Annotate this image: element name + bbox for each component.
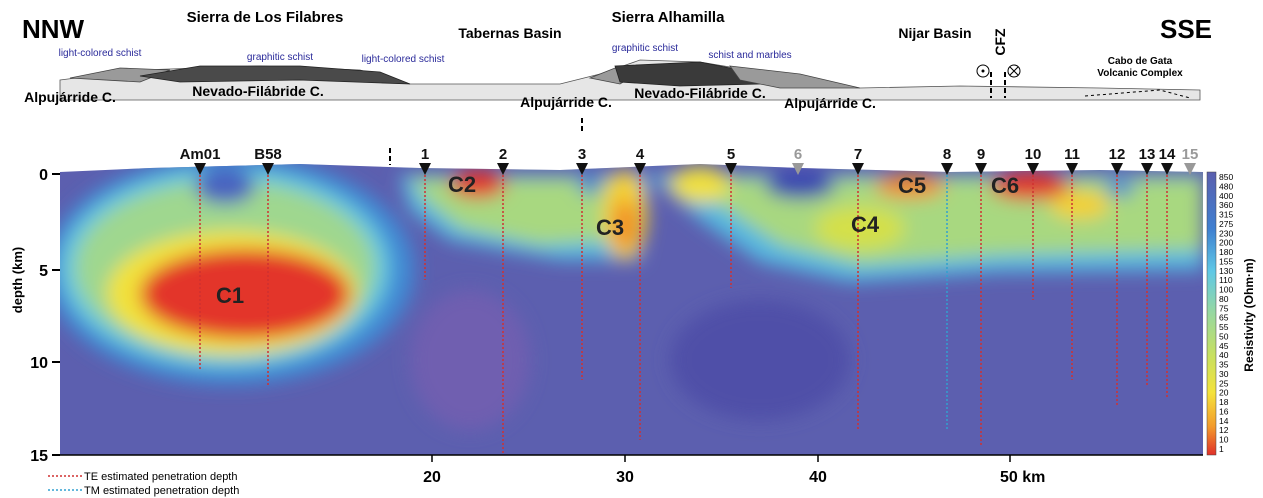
station-label: 11 [1064, 146, 1080, 163]
conductor-label: C1 [216, 283, 244, 308]
region: CFZ [992, 28, 1008, 56]
station-label: 12 [1109, 146, 1126, 163]
station-label: 2 [499, 146, 507, 163]
lithology: light-colored schist [59, 48, 142, 59]
x-tick-label: 50 km [1000, 469, 1045, 486]
region: Sierra Alhamilla [612, 9, 725, 26]
colorbar-label: 1 [1219, 444, 1224, 454]
station-label: 9 [977, 146, 985, 163]
lithology: light-colored schist [362, 54, 445, 65]
unit: Alpujárride C. [784, 95, 876, 111]
x-tick-label: 20 [423, 469, 441, 486]
conductor-label: C3 [596, 215, 624, 240]
conductor-label: C6 [991, 173, 1019, 198]
y-tick-label: 15 [30, 448, 48, 465]
station-label: 6 [794, 146, 802, 163]
station-label: 14 [1159, 146, 1176, 163]
legend-text: TM estimated penetration depth [84, 485, 239, 497]
conductor-label: C4 [851, 212, 880, 237]
station-label: 10 [1025, 146, 1042, 163]
unit: Alpujárride C. [520, 94, 612, 110]
station-label: 8 [943, 146, 951, 163]
station-label: 1 [421, 146, 429, 163]
figure: NNW SSE Sierra de Los Filabres Tabernas … [0, 0, 1263, 498]
station-label: 5 [727, 146, 735, 163]
direction-left: NNW [22, 14, 85, 44]
y-tick-label: 0 [39, 167, 48, 184]
station-label: Am01 [180, 146, 221, 163]
x-tick-label: 30 [616, 469, 634, 486]
station-label: 13 [1139, 146, 1156, 163]
colorbar-title: Resistivity (Ohm·m) [1242, 258, 1256, 371]
colorbar [1207, 172, 1216, 455]
region: Sierra de Los Filabres [187, 9, 344, 26]
lithology: graphitic schist [247, 52, 313, 63]
region: Nijar Basin [898, 25, 971, 41]
region: Tabernas Basin [458, 25, 561, 41]
lithology: schist and marbles [708, 50, 791, 61]
station-label: 3 [578, 146, 586, 163]
station-label: B58 [254, 146, 282, 163]
lithology: Volcanic Complex [1097, 68, 1183, 79]
conductor-label: C5 [898, 173, 926, 198]
station-label: 15 [1182, 146, 1199, 163]
legend-text: TE estimated penetration depth [84, 471, 237, 483]
station-label: 7 [854, 146, 862, 163]
conductor-label: C2 [448, 172, 476, 197]
y-tick-label: 10 [30, 355, 48, 372]
y-axis-label: depth (km) [10, 247, 25, 313]
unit: Nevado-Filábride C. [192, 83, 323, 99]
lithology: Cabo de Gata [1108, 56, 1173, 67]
y-tick-label: 5 [39, 263, 48, 280]
station-label: 4 [636, 146, 645, 163]
unit: Nevado-Filábride C. [634, 85, 765, 101]
x-tick-label: 40 [809, 469, 827, 486]
direction-right: SSE [1160, 14, 1212, 44]
lithology: graphitic schist [612, 43, 678, 54]
unit: Alpujárride C. [24, 89, 116, 105]
